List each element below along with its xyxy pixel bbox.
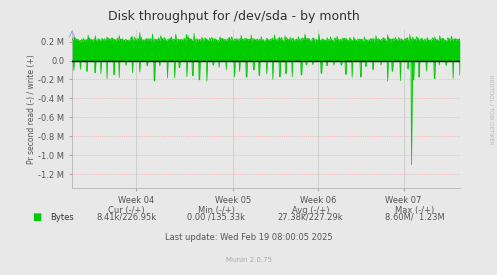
- Text: Max (-/+): Max (-/+): [396, 206, 434, 215]
- Text: Cur (-/+): Cur (-/+): [108, 206, 145, 215]
- Text: Min (-/+): Min (-/+): [198, 206, 235, 215]
- Text: Avg (-/+): Avg (-/+): [292, 206, 330, 215]
- Text: 27.38k/227.29k: 27.38k/227.29k: [278, 213, 343, 222]
- Text: ■: ■: [32, 212, 41, 222]
- Y-axis label: Pr second read (-) / write (+): Pr second read (-) / write (+): [26, 54, 35, 164]
- Text: Munin 2.0.75: Munin 2.0.75: [226, 257, 271, 263]
- Text: 0.00 /135.33k: 0.00 /135.33k: [187, 213, 245, 222]
- Text: 8.60M/  1.23M: 8.60M/ 1.23M: [385, 213, 445, 222]
- Text: Last update: Wed Feb 19 08:00:05 2025: Last update: Wed Feb 19 08:00:05 2025: [165, 233, 332, 242]
- Text: Bytes: Bytes: [50, 213, 74, 222]
- Text: Disk throughput for /dev/sda - by month: Disk throughput for /dev/sda - by month: [108, 10, 359, 23]
- Text: 8.41k/226.95k: 8.41k/226.95k: [97, 213, 157, 222]
- Text: RRDTOOL / TOBI OETIKER: RRDTOOL / TOBI OETIKER: [489, 75, 494, 145]
